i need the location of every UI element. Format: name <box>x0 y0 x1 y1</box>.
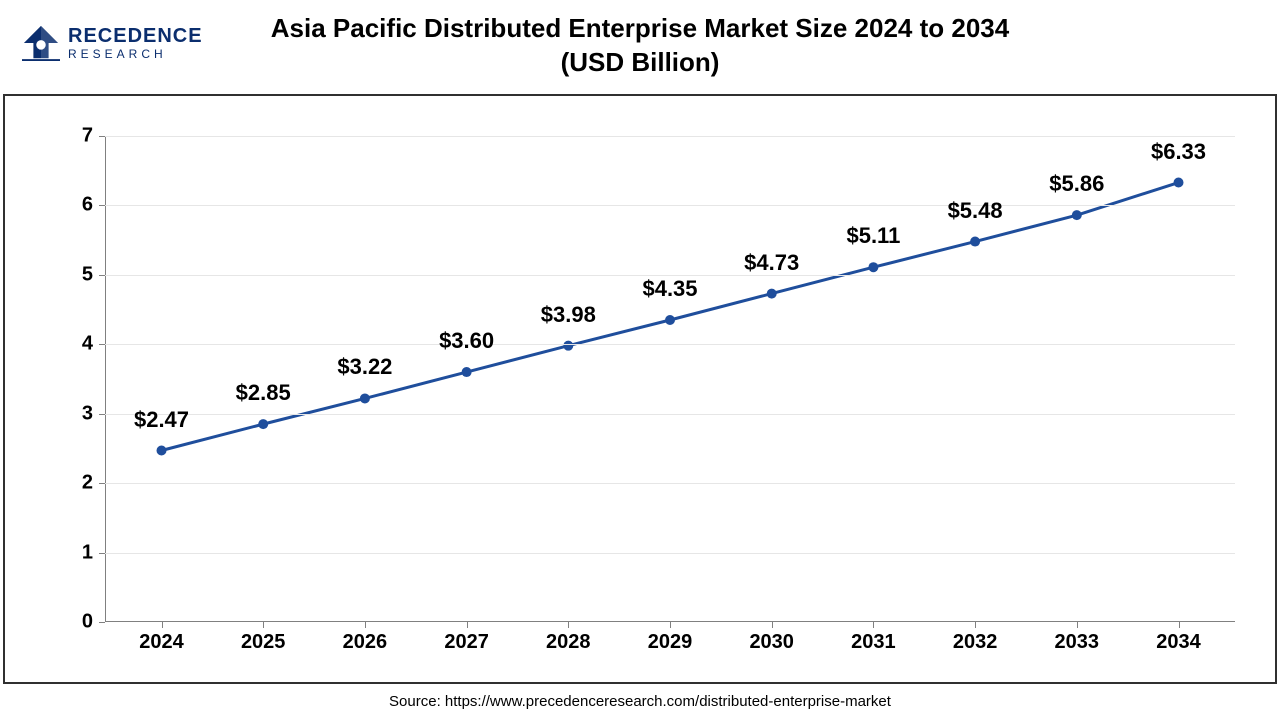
x-tick-mark <box>1077 622 1078 628</box>
data-label: $5.11 <box>846 223 900 249</box>
source-text: Source: https://www.precedenceresearch.c… <box>389 693 891 710</box>
y-tick-label: 5 <box>63 263 93 286</box>
y-tick-label: 0 <box>63 611 93 634</box>
y-tick-mark <box>99 622 105 623</box>
y-tick-mark <box>99 136 105 137</box>
x-tick-mark <box>975 622 976 628</box>
data-label: $5.86 <box>1049 171 1104 197</box>
y-tick-mark <box>99 483 105 484</box>
data-marker <box>868 262 878 272</box>
x-tick-mark <box>873 622 874 628</box>
data-marker <box>970 237 980 247</box>
y-tick-label: 2 <box>63 472 93 495</box>
data-label: $5.48 <box>948 198 1003 224</box>
x-tick-mark <box>162 622 163 628</box>
y-tick-mark <box>99 275 105 276</box>
data-label: $6.33 <box>1151 139 1206 165</box>
x-tick-label: 2025 <box>241 631 286 654</box>
data-label: $2.47 <box>134 407 189 433</box>
y-tick-mark <box>99 205 105 206</box>
source-citation: Source: https://www.precedenceresearch.c… <box>0 693 1280 710</box>
x-tick-label: 2029 <box>648 631 693 654</box>
data-marker <box>1174 178 1184 188</box>
data-marker <box>563 341 573 351</box>
x-tick-label: 2026 <box>343 631 388 654</box>
x-tick-label: 2024 <box>139 631 184 654</box>
data-marker <box>1072 210 1082 220</box>
plot-area: 0123456720242025202620272028202920302031… <box>105 136 1235 622</box>
line-series <box>105 136 1235 622</box>
data-marker <box>462 367 472 377</box>
y-tick-label: 6 <box>63 194 93 217</box>
x-tick-label: 2030 <box>749 631 794 654</box>
y-tick-label: 7 <box>63 125 93 148</box>
y-tick-mark <box>99 344 105 345</box>
data-label: $4.73 <box>744 250 799 276</box>
x-tick-mark <box>263 622 264 628</box>
logo-icon <box>22 24 60 62</box>
x-tick-mark <box>365 622 366 628</box>
y-tick-label: 1 <box>63 541 93 564</box>
data-marker <box>767 289 777 299</box>
logo-brand-top: RECEDENCE <box>68 26 203 46</box>
x-tick-label: 2034 <box>1156 631 1201 654</box>
gridline-h <box>105 414 1235 415</box>
title-line1: Asia Pacific Distributed Enterprise Mark… <box>271 13 1009 43</box>
logo-brand-bottom: RESEARCH <box>68 48 203 60</box>
data-label: $4.35 <box>642 276 697 302</box>
data-label: $2.85 <box>236 380 291 406</box>
data-marker <box>258 419 268 429</box>
data-marker <box>157 446 167 456</box>
y-tick-label: 4 <box>63 333 93 356</box>
x-tick-mark <box>670 622 671 628</box>
x-tick-mark <box>1179 622 1180 628</box>
gridline-h <box>105 205 1235 206</box>
logo-text: RECEDENCE RESEARCH <box>68 26 203 60</box>
x-tick-label: 2028 <box>546 631 591 654</box>
data-label: $3.22 <box>337 354 392 380</box>
x-tick-label: 2033 <box>1055 631 1100 654</box>
gridline-h <box>105 136 1235 137</box>
x-tick-mark <box>772 622 773 628</box>
x-tick-label: 2031 <box>851 631 896 654</box>
brand-logo: RECEDENCE RESEARCH <box>22 18 222 68</box>
x-tick-mark <box>467 622 468 628</box>
chart-frame: 0 1 2 3 4 5 6 7 2024 2025 2026 2027 2028 2029 2030 2031… <box>3 94 1277 684</box>
x-tick-mark <box>568 622 569 628</box>
data-marker <box>360 393 370 403</box>
y-tick-mark <box>99 414 105 415</box>
data-marker <box>665 315 675 325</box>
x-tick-label: 2027 <box>444 631 489 654</box>
gridline-h <box>105 344 1235 345</box>
data-label: $3.60 <box>439 328 494 354</box>
title-line2: (USD Billion) <box>561 47 720 77</box>
data-label: $3.98 <box>541 302 596 328</box>
x-tick-label: 2032 <box>953 631 998 654</box>
gridline-h <box>105 483 1235 484</box>
gridline-h <box>105 553 1235 554</box>
y-tick-mark <box>99 553 105 554</box>
y-tick-label: 3 <box>63 402 93 425</box>
